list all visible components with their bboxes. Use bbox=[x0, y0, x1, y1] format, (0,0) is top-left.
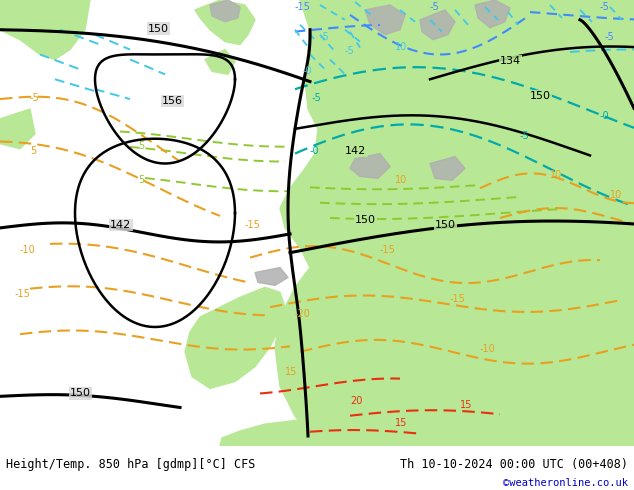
Polygon shape bbox=[462, 270, 492, 299]
Text: 10: 10 bbox=[550, 171, 562, 180]
Polygon shape bbox=[195, 0, 255, 45]
Text: 150: 150 bbox=[530, 91, 551, 101]
Text: 5: 5 bbox=[138, 175, 145, 185]
Text: 15: 15 bbox=[460, 400, 472, 410]
Polygon shape bbox=[555, 233, 600, 266]
Polygon shape bbox=[590, 275, 634, 305]
Polygon shape bbox=[185, 287, 285, 389]
Text: 150: 150 bbox=[355, 215, 376, 225]
Polygon shape bbox=[220, 418, 325, 446]
Text: -5: -5 bbox=[30, 93, 40, 103]
Text: -10: -10 bbox=[20, 245, 36, 255]
Text: -0: -0 bbox=[303, 66, 313, 76]
Text: -5: -5 bbox=[520, 131, 530, 141]
Polygon shape bbox=[0, 109, 35, 148]
Text: -15: -15 bbox=[450, 294, 466, 304]
Text: 142: 142 bbox=[345, 146, 366, 156]
Polygon shape bbox=[510, 238, 560, 272]
Text: -15: -15 bbox=[295, 2, 311, 12]
Text: -10: -10 bbox=[480, 344, 496, 354]
Polygon shape bbox=[565, 404, 634, 446]
Text: 134: 134 bbox=[500, 56, 521, 67]
Text: ©weatheronline.co.uk: ©weatheronline.co.uk bbox=[503, 478, 628, 488]
Text: -20: -20 bbox=[295, 309, 311, 319]
Polygon shape bbox=[350, 153, 390, 178]
Text: 150: 150 bbox=[148, 24, 169, 34]
Text: -5: -5 bbox=[320, 32, 330, 42]
Text: -5: -5 bbox=[430, 2, 440, 12]
Polygon shape bbox=[355, 223, 385, 263]
Text: 5: 5 bbox=[138, 141, 145, 150]
Text: Th 10-10-2024 00:00 UTC (00+408): Th 10-10-2024 00:00 UTC (00+408) bbox=[399, 458, 628, 471]
Text: 20: 20 bbox=[350, 396, 363, 406]
Polygon shape bbox=[475, 0, 510, 28]
Polygon shape bbox=[348, 392, 460, 446]
Text: 142: 142 bbox=[110, 220, 131, 230]
Text: 150: 150 bbox=[435, 220, 456, 230]
Polygon shape bbox=[460, 401, 570, 446]
Polygon shape bbox=[275, 0, 634, 446]
Polygon shape bbox=[210, 0, 240, 22]
Polygon shape bbox=[0, 0, 90, 59]
Text: -15: -15 bbox=[15, 289, 31, 299]
Polygon shape bbox=[430, 157, 465, 180]
Text: 15: 15 bbox=[395, 418, 408, 428]
Polygon shape bbox=[365, 5, 405, 35]
Polygon shape bbox=[420, 10, 455, 40]
Text: 10: 10 bbox=[395, 42, 407, 51]
Text: Height/Temp. 850 hPa [gdmp][°C] CFS: Height/Temp. 850 hPa [gdmp][°C] CFS bbox=[6, 458, 256, 471]
Text: 150: 150 bbox=[70, 389, 91, 398]
Polygon shape bbox=[370, 0, 465, 40]
Text: 15: 15 bbox=[285, 367, 297, 376]
Text: -15: -15 bbox=[245, 220, 261, 230]
Text: 5: 5 bbox=[30, 146, 36, 156]
Text: -5: -5 bbox=[600, 2, 610, 12]
Polygon shape bbox=[480, 0, 540, 32]
Text: 10: 10 bbox=[395, 175, 407, 185]
Text: -5: -5 bbox=[345, 47, 355, 56]
Polygon shape bbox=[255, 268, 288, 285]
Text: -5: -5 bbox=[605, 32, 615, 42]
Text: -15: -15 bbox=[380, 245, 396, 255]
Polygon shape bbox=[205, 49, 235, 74]
Text: -5: -5 bbox=[312, 93, 321, 103]
Text: -0: -0 bbox=[310, 146, 320, 156]
Text: 10: 10 bbox=[610, 190, 622, 200]
Text: -0: -0 bbox=[600, 111, 610, 121]
Text: 156: 156 bbox=[162, 96, 183, 106]
Polygon shape bbox=[538, 266, 595, 299]
